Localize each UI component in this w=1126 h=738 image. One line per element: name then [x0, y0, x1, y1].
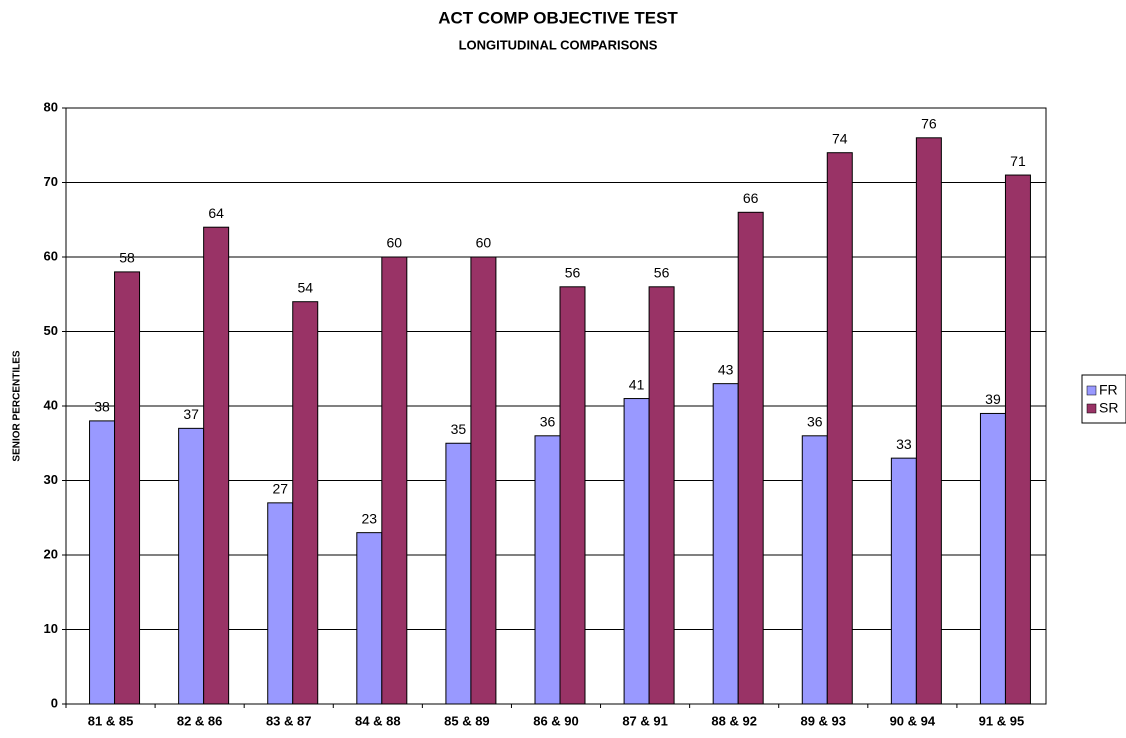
bar — [712, 383, 739, 705]
x-tick-label: 85 & 89 — [444, 713, 490, 728]
bar — [381, 256, 408, 705]
value-label: 35 — [451, 421, 467, 437]
y-tick-label: 80 — [44, 99, 58, 114]
value-label: 38 — [94, 399, 110, 415]
value-label: 41 — [629, 376, 645, 392]
value-label: 33 — [896, 436, 912, 452]
x-tick-label: 91 & 95 — [979, 713, 1025, 728]
value-label: 76 — [921, 116, 937, 132]
value-label: 43 — [718, 361, 734, 377]
x-tick-label: 88 & 92 — [711, 713, 757, 728]
y-axis-label: SENIOR PERCENTILES — [12, 350, 23, 461]
chart-subtitle: LONGITUDINAL COMPARISONS — [459, 37, 658, 52]
bar — [890, 457, 917, 705]
value-label: 27 — [272, 481, 288, 497]
legend-swatch — [1086, 403, 1097, 414]
bar — [203, 226, 230, 705]
legend-swatch — [1086, 385, 1097, 396]
bar — [356, 532, 383, 705]
value-label: 36 — [807, 414, 823, 430]
bar — [979, 412, 1006, 705]
bar — [1004, 174, 1031, 705]
value-label: 56 — [565, 265, 581, 281]
value-label: 37 — [183, 406, 199, 422]
y-tick-label: 70 — [44, 174, 58, 189]
y-tick-label: 20 — [44, 546, 58, 561]
bar — [445, 442, 472, 705]
x-tick-label: 90 & 94 — [890, 713, 936, 728]
legend-box — [1081, 374, 1126, 424]
x-tick-label: 82 & 86 — [177, 713, 223, 728]
value-label: 74 — [832, 130, 848, 146]
value-label: 56 — [654, 265, 670, 281]
value-label: 39 — [985, 391, 1001, 407]
x-tick-label: 86 & 90 — [533, 713, 579, 728]
value-label: 36 — [540, 414, 556, 430]
y-tick-label: 30 — [44, 472, 58, 487]
bar — [623, 398, 650, 705]
y-tick-label: 0 — [51, 695, 58, 710]
bar — [89, 420, 116, 705]
bar — [915, 137, 942, 705]
x-tick-label: 84 & 88 — [355, 713, 401, 728]
x-tick-label: 89 & 93 — [800, 713, 846, 728]
bar — [534, 435, 561, 705]
value-label: 66 — [743, 190, 759, 206]
bar — [737, 211, 764, 705]
x-tick-label: 83 & 87 — [266, 713, 312, 728]
legend-label: FR — [1099, 382, 1118, 398]
bar — [178, 427, 205, 705]
bar — [559, 286, 586, 705]
bar — [648, 286, 675, 705]
y-tick-label: 60 — [44, 248, 58, 263]
value-label: 71 — [1010, 153, 1026, 169]
bar — [801, 435, 828, 705]
bar — [292, 301, 319, 705]
bar — [470, 256, 497, 705]
value-label: 60 — [476, 235, 492, 251]
y-tick-label: 50 — [44, 323, 58, 338]
value-label: 54 — [297, 279, 313, 295]
value-label: 23 — [362, 510, 378, 526]
x-tick-label: 87 & 91 — [622, 713, 668, 728]
legend-label: SR — [1099, 400, 1118, 416]
bar — [114, 271, 141, 705]
x-tick-label: 81 & 85 — [88, 713, 134, 728]
bar — [267, 502, 294, 705]
value-label: 64 — [208, 205, 224, 221]
bar — [826, 152, 853, 705]
value-label: 58 — [119, 250, 135, 266]
value-label: 60 — [387, 235, 403, 251]
chart-title: ACT COMP OBJECTIVE TEST — [438, 8, 678, 27]
y-tick-label: 40 — [44, 397, 58, 412]
y-tick-label: 10 — [44, 621, 58, 636]
